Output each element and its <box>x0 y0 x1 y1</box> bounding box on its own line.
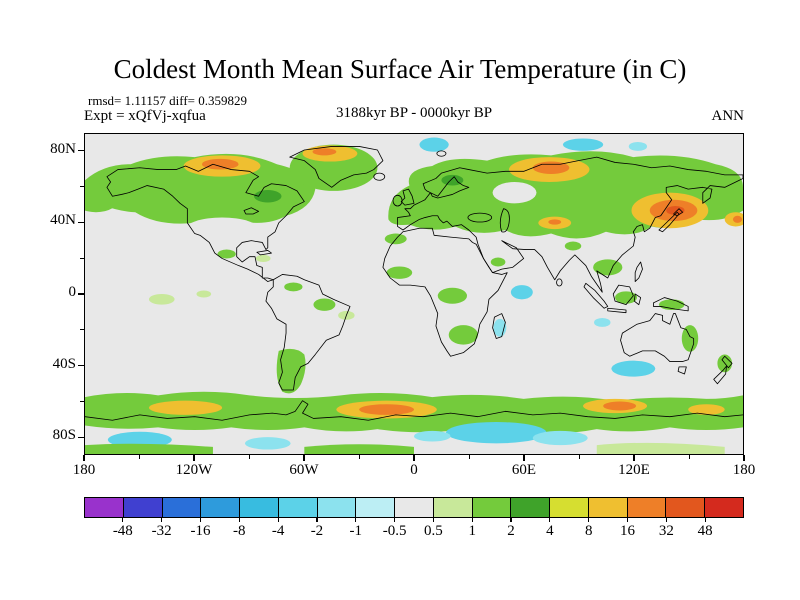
colorbar-label: 2 <box>507 523 515 539</box>
colorbar-cell <box>511 498 551 517</box>
x-minor-tick <box>358 455 360 459</box>
colorbar-cell <box>201 498 241 517</box>
y-tick-label: 40S <box>52 355 76 372</box>
y-tick-label: 80S <box>52 427 76 444</box>
colorbar-label: 0.5 <box>424 523 443 539</box>
x-tick <box>743 455 745 461</box>
stat-period: 3188kyr BP - 0000kyr BP <box>335 105 493 121</box>
colorbar-tick <box>199 518 202 522</box>
stat-expt: Expt = xQfVj-xqfua <box>84 108 206 124</box>
colorbar-cell <box>240 498 279 517</box>
anomaly-field <box>85 134 743 454</box>
colorbar-label: 48 <box>697 523 713 539</box>
x-tick-label: 120W <box>175 462 213 478</box>
x-tick-label: 0 <box>410 462 418 478</box>
y-minor-tick <box>80 400 84 402</box>
colorbar-label: 4 <box>546 523 554 539</box>
colorbar-cell <box>588 498 628 517</box>
stat-season: ANN <box>711 108 745 124</box>
y-tick <box>78 364 84 367</box>
y-tick-label: 40N <box>50 212 76 229</box>
page-title: Coldest Month Mean Surface Air Temperatu… <box>113 54 687 84</box>
colorbar-label: -16 <box>190 523 211 539</box>
y-tick <box>78 293 84 295</box>
colorbar-tick <box>432 518 434 522</box>
x-minor-tick <box>468 455 470 459</box>
colorbar-label: 32 <box>658 523 674 539</box>
colorbar-cell <box>627 498 667 517</box>
colorbar-label: -4 <box>271 523 285 539</box>
colorbar-label: -2 <box>310 523 324 539</box>
colorbar-label: 1 <box>468 523 476 539</box>
colorbar-tick <box>393 518 396 522</box>
colorbar-label: 16 <box>620 523 636 539</box>
y-tick-label: 0 <box>68 284 77 300</box>
x-tick <box>413 455 415 461</box>
x-tick <box>633 455 635 461</box>
map-frame <box>84 133 744 455</box>
y-tick <box>78 150 84 152</box>
colorbar-cell <box>317 498 357 517</box>
colorbar-tick <box>471 518 473 522</box>
y-tick <box>78 436 84 438</box>
y-minor-tick <box>80 186 84 188</box>
colorbar-cell <box>666 498 706 517</box>
y-tick <box>78 221 84 224</box>
colorbar-cell <box>278 498 318 517</box>
colorbar-cell <box>356 498 396 517</box>
colorbar-tick <box>665 518 667 522</box>
x-tick-label: 180 <box>732 462 756 478</box>
y-tick-label: 80N <box>50 140 76 157</box>
colorbar-label: -8 <box>233 523 246 539</box>
colorbar-label: -1 <box>349 523 363 539</box>
x-tick <box>193 455 195 461</box>
x-minor-tick <box>688 455 690 459</box>
x-tick-label: 120E <box>618 462 650 478</box>
colorbar-cell <box>123 498 163 517</box>
world-map <box>85 134 743 454</box>
colorbar-label: 8 <box>584 523 593 539</box>
coastlines <box>85 146 743 421</box>
colorbar-cell <box>550 498 589 517</box>
x-minor-tick <box>578 455 580 459</box>
colorbar-cell <box>162 498 202 517</box>
x-minor-tick <box>138 455 140 459</box>
colorbar-tick <box>277 518 279 522</box>
colorbar-cell <box>433 498 473 517</box>
colorbar-tick <box>238 518 240 522</box>
stat-rmsd: rmsd= 1.11157 diff= 0.359829 <box>88 93 247 108</box>
colorbar-tick <box>161 518 163 522</box>
x-tick <box>83 455 85 461</box>
colorbar-tick <box>704 518 706 522</box>
colorbar-tick <box>510 518 512 522</box>
colorbar-cell <box>705 498 744 517</box>
x-minor-tick <box>248 455 250 459</box>
colorbar-cell <box>85 498 124 517</box>
colorbar-tick <box>355 518 357 522</box>
colorbar-label: -48 <box>112 523 133 539</box>
colorbar-label: -32 <box>151 523 172 539</box>
colorbar-tick <box>549 518 551 522</box>
y-minor-tick <box>80 329 84 331</box>
colorbar-tick <box>122 518 124 522</box>
colorbar-label: -0.5 <box>382 523 407 539</box>
colorbar-cell <box>472 498 512 517</box>
y-minor-tick <box>80 257 84 259</box>
x-tick <box>523 455 525 461</box>
colorbar-tick <box>626 518 629 522</box>
colorbar-tick <box>588 518 590 522</box>
colorbar <box>84 497 744 518</box>
x-tick-label: 60E <box>511 462 537 478</box>
x-tick <box>303 455 305 461</box>
colorbar-cell <box>395 498 434 517</box>
colorbar-tick <box>316 518 318 522</box>
x-tick-label: 60W <box>289 462 319 478</box>
x-tick-label: 180 <box>72 462 96 478</box>
